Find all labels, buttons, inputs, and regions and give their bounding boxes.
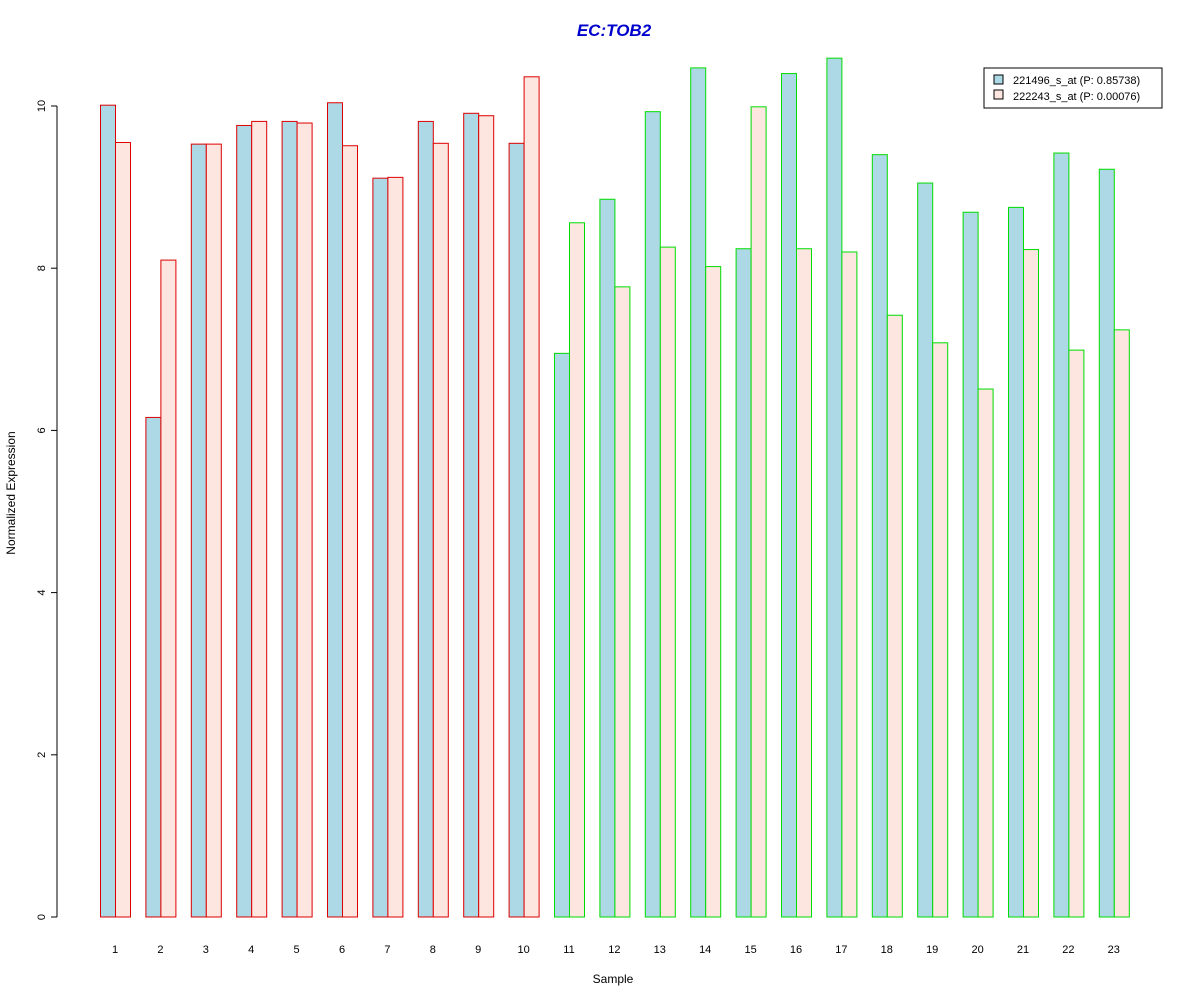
x-tick-labels: 1 2 3 4 5 6 7 8 9 10 11 12 13 14 15 16 17 18 19 20 21 22 23 bbox=[112, 944, 1120, 956]
legend-box bbox=[983, 67, 1163, 109]
x-axis-label: Sample bbox=[593, 972, 634, 986]
y-tick-label: 8 bbox=[36, 265, 48, 271]
bar-sample-1-series-1 bbox=[100, 104, 116, 918]
bar-sample-8-series-1 bbox=[417, 120, 434, 918]
bar-sample-16-series-2 bbox=[796, 248, 812, 918]
y-tick-label: 0 bbox=[36, 914, 48, 920]
bar-sample-3-series-2 bbox=[205, 143, 222, 918]
legend-swatch-222243 bbox=[993, 89, 1004, 100]
x-tick-label-12: 12 bbox=[608, 944, 620, 956]
bar-sample-13-series-1 bbox=[644, 111, 661, 918]
x-tick-label-9: 9 bbox=[475, 944, 481, 956]
bar-sample-2-series-1 bbox=[145, 416, 162, 918]
x-tick-label-8: 8 bbox=[430, 944, 436, 956]
bar-sample-20-series-2 bbox=[977, 388, 994, 918]
x-tick-label-21: 21 bbox=[1017, 944, 1029, 956]
y-tick-label: 10 bbox=[36, 100, 48, 112]
bar-sample-3-series-1 bbox=[190, 143, 207, 918]
bar-sample-10-series-2 bbox=[523, 76, 540, 918]
bar-sample-18-series-1 bbox=[871, 154, 888, 918]
x-tick-label-22: 22 bbox=[1062, 944, 1074, 956]
bar-sample-17-series-1 bbox=[826, 57, 843, 918]
x-tick-label-11: 11 bbox=[563, 944, 574, 956]
bar-sample-7-series-2 bbox=[387, 176, 404, 918]
x-tick-label-19: 19 bbox=[926, 944, 938, 956]
bar-sample-20-series-1 bbox=[962, 211, 979, 918]
bar-sample-15-series-2 bbox=[750, 106, 767, 918]
x-tick-label-3: 3 bbox=[203, 944, 209, 956]
bar-sample-9-series-1 bbox=[463, 112, 480, 918]
bar-sample-22-series-2 bbox=[1068, 349, 1085, 918]
x-tick-label-14: 14 bbox=[699, 944, 711, 956]
y-tick-label: 6 bbox=[36, 427, 48, 433]
bar-sample-9-series-2 bbox=[478, 115, 495, 918]
bar-sample-21-series-2 bbox=[1023, 249, 1039, 918]
y-tick-label: 4 bbox=[36, 590, 48, 596]
bar-sample-17-series-2 bbox=[841, 251, 858, 918]
legend: 221496_s_at (P: 0.85738) 222243_s_at (P:… bbox=[983, 67, 1163, 109]
bar-sample-5-series-1 bbox=[281, 120, 298, 918]
x-tick-label-16: 16 bbox=[790, 944, 802, 956]
bars bbox=[100, 57, 1130, 918]
bar-sample-4-series-1 bbox=[236, 124, 253, 918]
bar-sample-12-series-1 bbox=[599, 198, 616, 918]
y-tick-label: 2 bbox=[36, 752, 48, 758]
x-tick-label-20: 20 bbox=[971, 944, 983, 956]
x-tick-label-18: 18 bbox=[881, 944, 893, 956]
x-tick-label-13: 13 bbox=[654, 944, 666, 956]
bar-sample-1-series-2 bbox=[115, 141, 131, 918]
bar-sample-11-series-1 bbox=[554, 352, 570, 918]
bar-sample-14-series-1 bbox=[690, 67, 707, 918]
x-tick-label-6: 6 bbox=[339, 944, 345, 956]
bar-sample-13-series-2 bbox=[659, 246, 676, 918]
x-tick-label-15: 15 bbox=[744, 944, 756, 956]
bar-sample-21-series-1 bbox=[1008, 206, 1024, 918]
bar-sample-7-series-1 bbox=[372, 177, 389, 918]
x-tick-label-2: 2 bbox=[157, 944, 163, 956]
bar-sample-2-series-2 bbox=[160, 259, 177, 918]
x-tick-label-5: 5 bbox=[294, 944, 300, 956]
legend-label-221496: 221496_s_at (P: 0.85738) bbox=[1013, 75, 1140, 87]
bar-sample-12-series-2 bbox=[614, 286, 631, 918]
bar-sample-6-series-2 bbox=[342, 145, 358, 918]
bar-sample-8-series-2 bbox=[432, 142, 449, 918]
bar-sample-22-series-1 bbox=[1053, 152, 1070, 918]
bar-sample-6-series-1 bbox=[327, 102, 343, 918]
bar-sample-11-series-2 bbox=[569, 222, 585, 918]
bar-sample-5-series-2 bbox=[296, 122, 313, 918]
bar-sample-19-series-1 bbox=[917, 182, 934, 918]
y-axis-label: Normalized Expression bbox=[4, 431, 18, 554]
legend-label-222243: 222243_s_at (P: 0.00076) bbox=[1013, 91, 1140, 103]
bar-sample-23-series-2 bbox=[1113, 329, 1130, 918]
legend-swatch-221496 bbox=[993, 74, 1004, 85]
bar-sample-16-series-1 bbox=[781, 73, 797, 918]
bar-sample-19-series-2 bbox=[932, 342, 949, 918]
x-tick-label-23: 23 bbox=[1108, 944, 1120, 956]
x-tick-label-4: 4 bbox=[248, 944, 254, 956]
x-tick-label-17: 17 bbox=[835, 944, 847, 956]
chart-title: EC:TOB2 bbox=[577, 21, 652, 40]
bar-sample-10-series-1 bbox=[508, 142, 525, 918]
bar-sample-4-series-2 bbox=[251, 120, 268, 918]
x-tick-label-10: 10 bbox=[517, 944, 529, 956]
x-tick-label-1: 1 bbox=[112, 944, 118, 956]
bar-sample-15-series-1 bbox=[735, 248, 752, 918]
y-axis: 0 2 4 6 8 10 bbox=[36, 100, 58, 920]
bar-sample-23-series-1 bbox=[1098, 168, 1115, 918]
bar-sample-18-series-2 bbox=[886, 314, 903, 918]
bar-sample-14-series-2 bbox=[705, 266, 722, 918]
x-tick-label-7: 7 bbox=[384, 944, 390, 956]
